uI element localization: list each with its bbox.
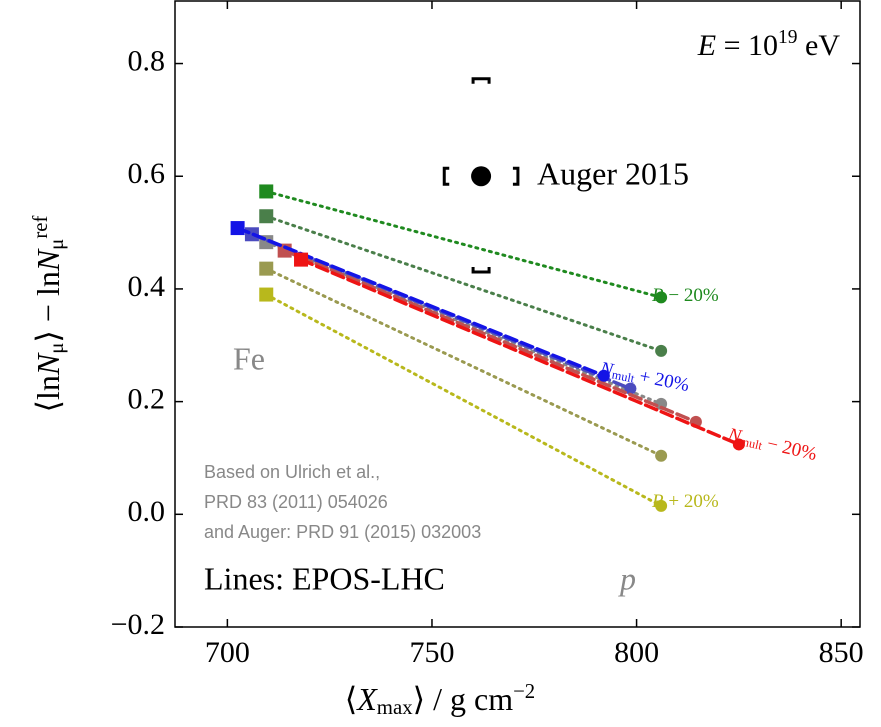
text-part: ⟩ − ln: [30, 271, 66, 342]
series-line: [264, 293, 663, 508]
fe-marker: [259, 184, 274, 199]
text-part: + 20%: [664, 491, 719, 512]
fe-marker: [294, 252, 309, 267]
y-tick-label: 0.4: [128, 270, 166, 303]
legend-label: Auger 2015: [537, 155, 689, 191]
text-part: N: [725, 424, 744, 448]
y-tick-label: 0.0: [128, 495, 166, 528]
text-part: + 20%: [633, 365, 691, 396]
p-marker: [655, 344, 668, 357]
fe-label: Fe: [233, 340, 265, 376]
text-part: ⟨: [345, 681, 357, 717]
series-line: [235, 226, 606, 378]
text-part: eV: [798, 29, 841, 62]
text-part: − 20%: [760, 433, 819, 466]
y-tick-label: 0.8: [128, 44, 166, 77]
fe-marker: [259, 209, 274, 224]
energy-label: E = 1019 eV: [697, 27, 841, 61]
model-label: Lines: EPOS-LHC: [204, 560, 445, 596]
text-part: μ: [45, 343, 68, 354]
series-label: Nmult − 20%: [725, 424, 819, 465]
p-marker: [655, 499, 668, 512]
sys-bracket: [512, 166, 520, 186]
series-line: [264, 267, 663, 458]
series-label: Nmult + 20%: [597, 358, 691, 396]
x-tick-label: 850: [819, 636, 864, 669]
auger-point: [471, 166, 492, 187]
text-part: X: [355, 681, 378, 717]
text-part: N: [30, 352, 66, 376]
p-label: p: [618, 560, 636, 596]
y-tick-label: 0.6: [128, 157, 166, 190]
text-part: N: [597, 358, 616, 381]
y-axis-label: ⟨lnNμ⟩ − lnNμref: [29, 215, 68, 412]
series-line: [299, 257, 741, 447]
note-line: Based on Ulrich et al.,: [204, 462, 380, 482]
text-part: −2: [513, 680, 535, 703]
series-line: [264, 189, 663, 299]
text-part: mult: [738, 434, 764, 453]
x-tick-label: 800: [614, 636, 659, 669]
x-tick-label: 700: [205, 636, 250, 669]
p-marker: [655, 449, 668, 462]
sys-bracket: [471, 267, 491, 274]
series-label: R + 20%: [651, 491, 719, 512]
y-tick-label: −0.2: [111, 608, 165, 641]
text-part: ref: [29, 215, 52, 238]
series-label: R − 20%: [651, 285, 719, 306]
x-tick-label: 750: [409, 636, 454, 669]
series-line: [264, 214, 663, 353]
text-part: 19: [778, 27, 798, 48]
p-marker: [624, 382, 637, 395]
x-axis-label: ⟨Xmax⟩ / g cm−2: [345, 680, 535, 719]
p-marker: [597, 369, 610, 382]
sys-bracket: [471, 77, 491, 84]
text-part: − 20%: [664, 285, 719, 306]
plot-frame: [174, 0, 861, 628]
text-part: μ: [45, 239, 68, 250]
sys-bracket: [442, 166, 450, 186]
note-line: and Auger: PRD 91 (2015) 032003: [204, 522, 481, 542]
text-part: max: [377, 696, 413, 719]
text-part: N: [30, 248, 66, 272]
text-part: R: [651, 491, 664, 512]
text-part: = 10: [716, 29, 778, 62]
fe-marker: [259, 287, 274, 302]
series-line: [282, 248, 698, 424]
p-marker: [732, 438, 745, 451]
text-part: E: [697, 29, 716, 62]
text-part: ⟨ln: [30, 375, 66, 412]
text-part: ⟩ / g cm: [413, 681, 514, 717]
fe-marker: [259, 261, 274, 276]
text-part: R: [651, 285, 664, 306]
p-marker: [655, 291, 668, 304]
note-line: PRD 83 (2011) 054026: [204, 492, 388, 512]
fe-marker: [230, 221, 245, 236]
text-part: mult: [611, 368, 636, 386]
y-tick-label: 0.2: [128, 383, 166, 416]
